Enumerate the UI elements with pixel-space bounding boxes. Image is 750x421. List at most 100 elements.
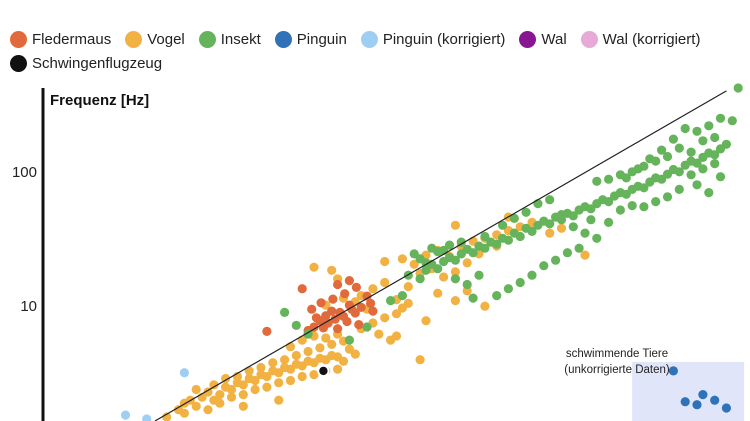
data-point-insekt — [592, 233, 602, 243]
data-point-vogel — [297, 371, 307, 382]
data-point-insekt — [503, 235, 513, 245]
data-point-insekt — [515, 231, 525, 242]
data-point-fledermaus — [344, 276, 354, 286]
data-point-fledermaus — [333, 324, 343, 334]
data-point-vogel — [250, 384, 260, 395]
data-point-fledermaus — [351, 282, 361, 292]
data-point-insekt — [710, 150, 720, 160]
data-point-insekt — [604, 174, 614, 184]
data-point-fledermaus — [350, 308, 360, 318]
data-point-insekt — [639, 183, 649, 193]
data-point-insekt — [727, 116, 737, 126]
data-point-insekt — [674, 167, 684, 177]
data-point-vogel — [215, 390, 225, 400]
data-point-vogel — [221, 373, 231, 384]
data-point-vogel — [480, 301, 490, 311]
y-tick-label: 100 — [12, 164, 37, 181]
legend-swatch — [580, 30, 598, 48]
data-point-insekt — [562, 248, 573, 258]
data-point-insekt — [662, 151, 673, 162]
data-point-insekt — [462, 279, 472, 290]
data-point-insekt — [474, 270, 484, 280]
data-point-insekt — [592, 176, 602, 186]
data-point-insekt — [344, 335, 354, 345]
chart-legend: Fledermaus Vogel Insekt Pinguin Pinguin (kor… — [10, 30, 740, 72]
data-point-vogel — [262, 382, 272, 392]
data-point-pinguin — [680, 397, 690, 407]
data-point-insekt — [668, 134, 679, 144]
data-point-vogel — [191, 401, 201, 411]
data-point-vogel — [274, 368, 284, 378]
legend-swatch — [125, 30, 143, 48]
data-point-insekt — [686, 147, 696, 157]
data-point-vogel — [315, 343, 325, 353]
legend-label: Vogel — [147, 30, 185, 48]
data-point-fledermaus — [309, 322, 319, 332]
data-point-insekt — [680, 123, 690, 134]
data-point-insekt — [545, 219, 555, 229]
data-point-vogel — [238, 380, 248, 390]
legend-swatch — [198, 30, 216, 48]
data-point-vogel — [327, 339, 337, 349]
data-point-insekt — [397, 291, 407, 301]
data-point-vogel — [162, 412, 172, 421]
data-point-insekt — [710, 132, 720, 143]
data-point-fledermaus — [354, 320, 364, 330]
data-point-vogel — [380, 313, 390, 323]
data-point-insekt — [556, 210, 567, 220]
legend-label: Wal — [541, 30, 567, 48]
data-point-vogel — [380, 277, 390, 288]
data-point-insekt — [503, 284, 513, 294]
data-point-vogel — [350, 349, 360, 359]
legend-item: Wal (korrigiert) — [580, 30, 700, 48]
legend-item: Fledermaus — [10, 30, 111, 48]
data-point-insekt — [674, 184, 684, 194]
data-point-vogel — [291, 350, 301, 361]
data-point-vogel — [450, 267, 460, 277]
data-point-vogel — [450, 220, 460, 230]
legend-label: Fledermaus — [32, 30, 112, 48]
data-point-insekt — [415, 274, 425, 284]
data-point-insekt — [657, 145, 667, 155]
data-point-vogel — [179, 408, 189, 418]
data-point-vogel — [285, 342, 296, 352]
data-point-insekt — [527, 226, 537, 236]
data-point-insekt — [362, 322, 372, 332]
legend-label: Insekt — [220, 30, 261, 48]
data-point-pinguin — [710, 395, 720, 405]
data-point-insekt — [686, 170, 696, 180]
data-point-fledermaus — [342, 316, 352, 327]
data-point-insekt — [468, 248, 478, 258]
data-point-insekt — [721, 139, 732, 149]
legend-item: Vogel — [125, 30, 185, 48]
data-point-vogel — [556, 223, 567, 233]
data-point-insekt — [586, 215, 596, 225]
data-point-fledermaus — [262, 326, 272, 336]
data-point-fledermaus — [368, 306, 378, 316]
legend-label: Pinguin (korrigiert) — [382, 30, 506, 48]
data-point-insekt — [515, 277, 525, 288]
data-point-insekt — [509, 213, 519, 223]
data-point-insekt — [444, 240, 455, 250]
legend-item: Insekt — [198, 30, 261, 48]
data-point-insekt — [674, 143, 684, 153]
data-point-insekt — [580, 228, 590, 238]
data-point-pinguin-korrigiert — [179, 368, 189, 378]
data-point-insekt — [627, 201, 637, 211]
legend-item: Pinguin — [274, 30, 347, 48]
data-point-insekt — [456, 237, 466, 247]
data-point-insekt — [551, 255, 561, 265]
data-point-vogel — [209, 380, 219, 390]
data-point-vogel — [215, 398, 225, 408]
data-point-vogel — [462, 286, 472, 296]
data-point-pinguin — [698, 390, 708, 400]
data-point-vogel — [368, 284, 378, 294]
legend-label: Schwingenflugzeug — [32, 54, 163, 72]
data-point-insekt — [386, 296, 396, 306]
data-point-vogel — [321, 333, 331, 343]
data-point-insekt — [698, 164, 708, 174]
data-point-insekt — [468, 293, 478, 303]
data-point-fledermaus — [316, 298, 326, 308]
data-point-insekt — [574, 243, 584, 253]
data-point-insekt — [704, 121, 714, 131]
